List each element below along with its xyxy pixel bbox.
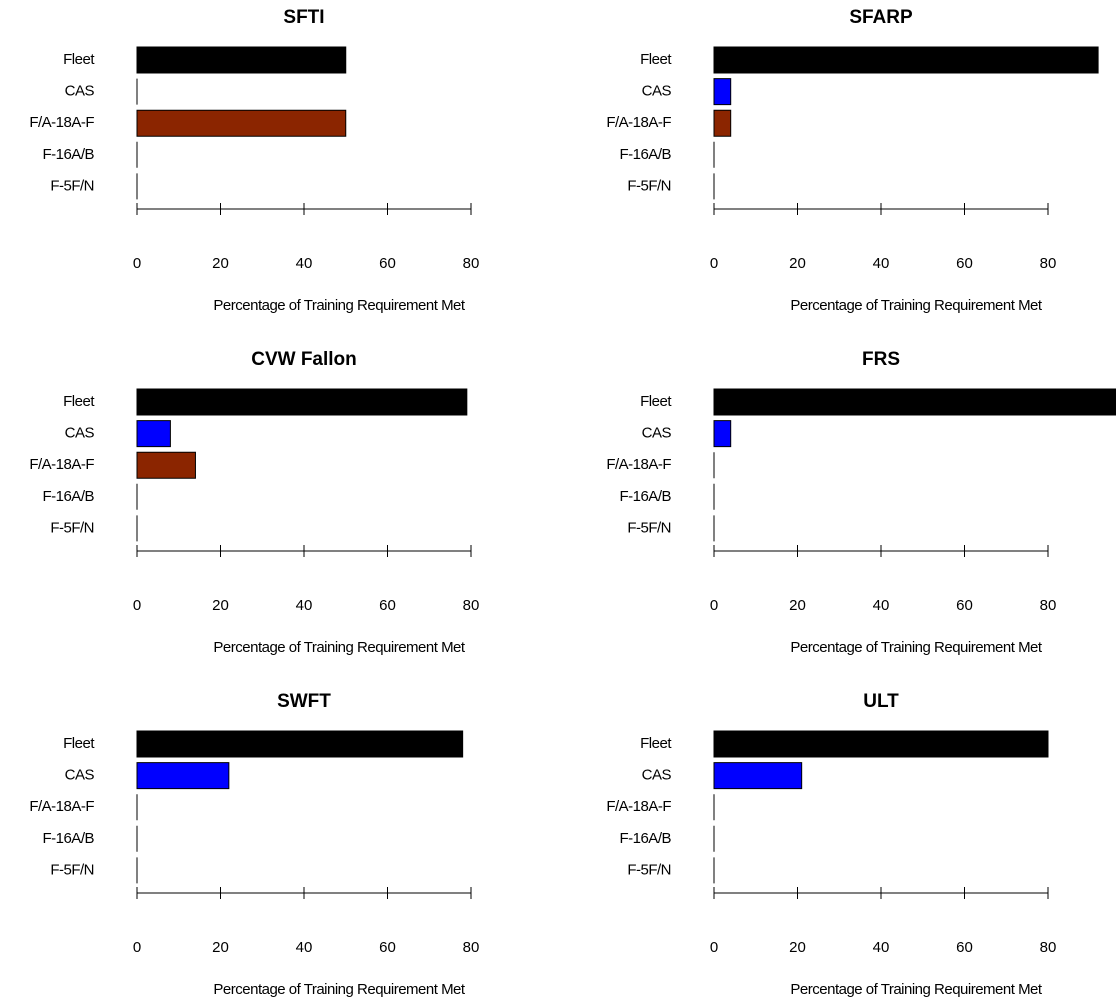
panel-title: SWFT [277,691,331,712]
category-label: F-16A/B [619,830,671,847]
category-label: CAS [65,425,95,442]
x-tick-label: 0 [710,939,718,956]
bar [136,730,464,758]
x-tick-label: 80 [463,939,480,956]
x-tick-label: 20 [789,255,806,272]
panel-title: FRS [862,349,900,370]
x-tick-label: 80 [463,597,480,614]
x-tick-label: 0 [133,939,141,956]
category-label: F-5F/N [50,861,94,878]
x-tick-label: 20 [212,597,229,614]
x-tick-label: 60 [379,597,396,614]
bar [713,420,732,448]
category-label: F-5F/N [627,177,671,194]
x-tick-label: 40 [873,939,890,956]
bar [713,388,1116,416]
category-label: CAS [65,767,95,784]
category-label: F-5F/N [50,177,94,194]
bar [136,762,230,790]
category-label: CAS [642,767,672,784]
x-tick-label: 40 [296,939,313,956]
x-tick-label: 80 [1040,597,1057,614]
category-label: Fleet [63,393,95,410]
x-tick-label: 20 [212,255,229,272]
x-tick-label: 80 [1040,939,1057,956]
bar [713,730,1049,758]
x-tick-label: 20 [789,939,806,956]
category-label: Fleet [640,735,672,752]
x-axis-label: Percentage of Training Requirement Met [213,297,465,314]
panel-title: ULT [863,691,899,712]
category-label: F/A-18A-F [29,456,94,473]
x-tick-label: 0 [710,597,718,614]
x-tick-label: 40 [873,597,890,614]
panel-title: SFARP [849,7,913,28]
x-tick-label: 40 [873,255,890,272]
panel-title: CVW Fallon [251,349,357,370]
x-tick-label: 40 [296,255,313,272]
category-label: Fleet [640,393,672,410]
category-label: Fleet [640,51,672,68]
bar [136,109,347,137]
category-label: F-5F/N [627,519,671,536]
category-label: CAS [65,83,95,100]
x-tick-label: 60 [379,939,396,956]
bar [713,109,732,137]
category-label: F-5F/N [627,861,671,878]
category-label: F-16A/B [42,830,94,847]
category-label: F/A-18A-F [606,798,671,815]
x-tick-label: 60 [956,597,973,614]
category-label: F/A-18A-F [606,456,671,473]
category-label: Fleet [63,735,95,752]
bar [136,451,196,479]
bar [136,420,171,448]
x-tick-label: 60 [379,255,396,272]
x-axis-label: Percentage of Training Requirement Met [213,981,465,998]
bar [713,762,803,790]
category-label: F-16A/B [42,488,94,505]
category-label: F-16A/B [619,488,671,505]
panel-title: SFTI [283,7,324,28]
category-label: CAS [642,425,672,442]
bar [136,388,468,416]
category-label: Fleet [63,51,95,68]
category-label: CAS [642,83,672,100]
x-axis-label: Percentage of Training Requirement Met [790,981,1042,998]
x-tick-label: 80 [463,255,480,272]
x-axis-label: Percentage of Training Requirement Met [790,297,1042,314]
x-axis-label: Percentage of Training Requirement Met [790,639,1042,656]
x-tick-label: 60 [956,255,973,272]
x-tick-label: 40 [296,597,313,614]
bar [713,78,732,106]
x-tick-label: 60 [956,939,973,956]
x-tick-label: 20 [789,597,806,614]
x-tick-label: 0 [133,255,141,272]
bar [136,46,347,74]
x-axis-label: Percentage of Training Requirement Met [213,639,465,656]
x-tick-label: 20 [212,939,229,956]
category-label: F/A-18A-F [29,114,94,131]
category-label: F-5F/N [50,519,94,536]
category-label: F/A-18A-F [29,798,94,815]
bar [713,46,1099,74]
category-label: F/A-18A-F [606,114,671,131]
x-tick-label: 80 [1040,255,1057,272]
x-tick-label: 0 [710,255,718,272]
x-tick-label: 0 [133,597,141,614]
category-label: F-16A/B [619,146,671,163]
category-label: F-16A/B [42,146,94,163]
